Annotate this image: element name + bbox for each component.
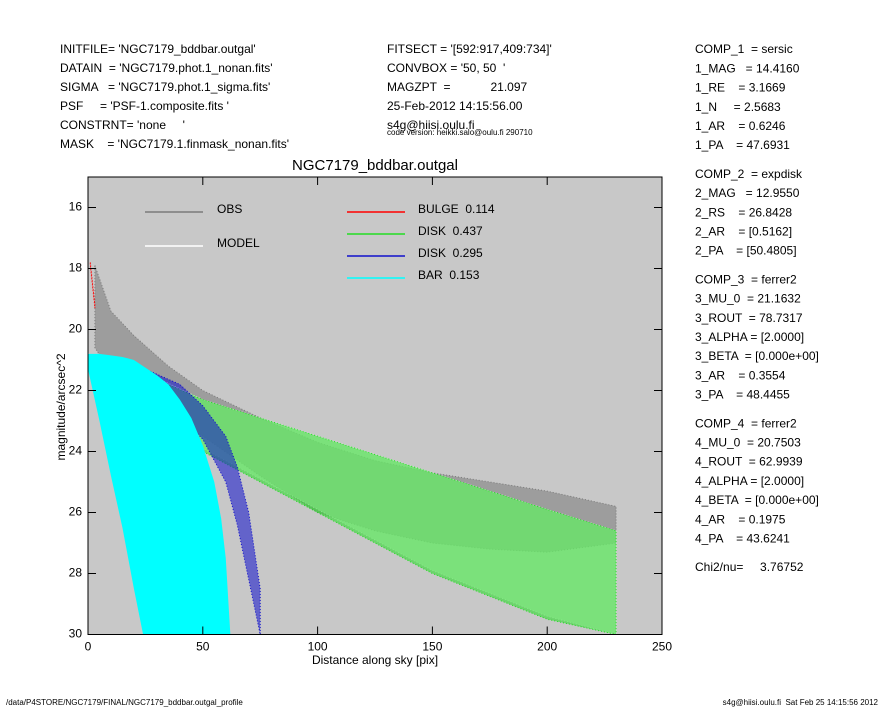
component-line: 2_PA = [50.4805] [695, 244, 797, 258]
header-left-line: CONSTRNT= 'none ' [60, 118, 185, 132]
x-axis-label: Distance along sky [pix] [312, 653, 438, 667]
component-line: 3_MU_0 = 21.1632 [695, 292, 801, 306]
series-band [88, 362, 261, 635]
header-middle-line: s4g@hiisi.oulu.fi [387, 118, 475, 132]
component-line: Chi2/nu= 3.76752 [695, 560, 804, 574]
x-tick-label: 0 [85, 640, 92, 654]
legend-label: DISK 0.437 [418, 224, 483, 238]
component-line: 3_ROUT = 78.7317 [695, 311, 803, 325]
y-tick-label: 24 [69, 444, 83, 458]
component-line: 1_RE = 3.1669 [695, 81, 786, 95]
code-version: code version: heikki.salo@oulu.fi 290710 [387, 128, 533, 137]
header-left-line: SIGMA = 'NGC7179.phot.1_sigma.fits' [60, 80, 270, 94]
component-line: COMP_3 = ferrer2 [695, 272, 797, 286]
y-tick-label: 16 [69, 200, 83, 214]
x-tick-label: 150 [422, 640, 442, 654]
header-middle-line: 25-Feb-2012 14:15:56.00 [387, 99, 523, 113]
component-line: 4_BETA = [0.000e+00] [695, 493, 819, 507]
legend-label: BAR 0.153 [418, 268, 480, 282]
header-left-line: MASK = 'NGC7179.1.finmask_nonan.fits' [60, 137, 289, 151]
header-left-line: INITFILE= 'NGC7179_bddbar.outgal' [60, 42, 256, 56]
y-tick-label: 30 [69, 627, 83, 641]
component-line: COMP_4 = ferrer2 [695, 416, 797, 430]
plot-frame [87, 176, 663, 635]
component-line: COMP_2 = expdisk [695, 167, 803, 181]
series-band [133, 368, 617, 635]
plot-marks [88, 262, 617, 635]
component-line: 1_N = 2.5683 [695, 100, 781, 114]
x-tick-label: 100 [308, 640, 328, 654]
series-band [89, 262, 96, 309]
header-middle-line: MAGZPT = 21.097 [387, 80, 527, 94]
y-tick-label: 18 [69, 261, 83, 275]
component-line: 2_AR = [0.5162] [695, 224, 792, 238]
y-tick-label: 20 [69, 322, 83, 336]
component-line: 4_PA = 43.6241 [695, 531, 790, 545]
y-tick-label: 28 [69, 566, 83, 580]
component-line: 3_AR = 0.3554 [695, 368, 786, 382]
component-line: 4_MU_0 = 20.7503 [695, 435, 801, 449]
y-tick-label: 26 [69, 505, 83, 519]
component-line: 3_BETA = [0.000e+00] [695, 349, 819, 363]
y-axis-label: magnitude/arcsec^2 [54, 353, 68, 460]
y-tick-label: 22 [69, 383, 83, 397]
header-middle-line: CONVBOX = '50, 50 ' [387, 61, 505, 75]
legend-label: DISK 0.295 [418, 246, 483, 260]
header-middle-line: FITSECT = '[592:917,409:734]' [387, 42, 552, 56]
legend-label: OBS [217, 202, 242, 216]
component-line: 4_ALPHA = [2.0000] [695, 474, 804, 488]
header-left-line: DATAIN = 'NGC7179.phot.1_nonan.fits' [60, 61, 273, 75]
footer-right: s4g@hiisi.oulu.fi Sat Feb 25 14:15:56 20… [723, 698, 879, 707]
footer-left: /data/P4STORE/NGC7179/FINAL/NGC7179_bddb… [6, 698, 243, 707]
x-tick-label: 200 [537, 640, 557, 654]
component-line: 1_MAG = 14.4160 [695, 61, 800, 75]
component-line: 3_PA = 48.4455 [695, 388, 790, 402]
component-line: 4_AR = 0.1975 [695, 512, 786, 526]
component-line: 4_ROUT = 62.9939 [695, 455, 803, 469]
component-line: 2_MAG = 12.9550 [695, 186, 800, 200]
component-line: COMP_1 = sersic [695, 42, 793, 56]
component-line: 1_AR = 0.6246 [695, 119, 786, 133]
legend-label: BULGE 0.114 [418, 202, 495, 216]
series-band [88, 353, 231, 635]
component-line: 2_RS = 26.8428 [695, 205, 792, 219]
chart-title: NGC7179_bddbar.outgal [292, 157, 458, 174]
x-tick-label: 250 [652, 640, 672, 654]
component-line: 1_PA = 47.6931 [695, 138, 790, 152]
x-tick-label: 50 [196, 640, 210, 654]
legend-label: MODEL [217, 236, 260, 250]
component-line: 3_ALPHA = [2.0000] [695, 330, 804, 344]
header-left-line: PSF = 'PSF-1.composite.fits ' [60, 99, 229, 113]
